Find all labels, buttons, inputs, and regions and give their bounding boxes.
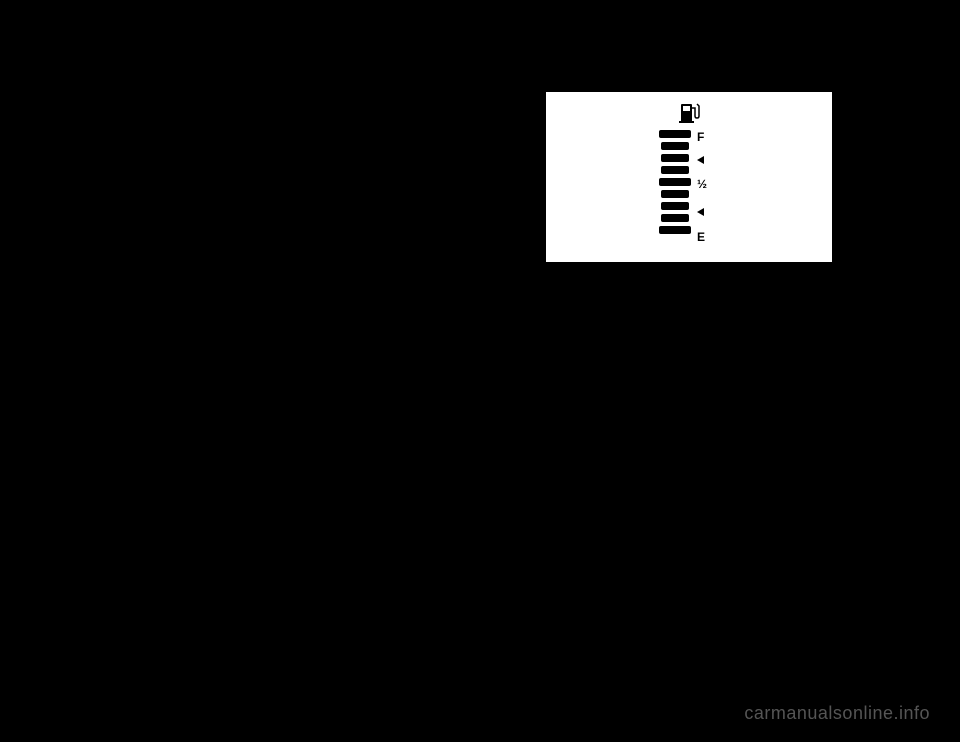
gauge-bar [659,130,691,138]
gauge-label-half: ½ [697,177,707,191]
gauge-bar [661,142,689,150]
fuel-gauge-inner: F ½ E [649,102,729,252]
gauge-bars-container [659,130,691,238]
gauge-bar [661,214,689,222]
gauge-label-full: F [697,130,704,144]
gauge-label-empty: E [697,230,705,244]
gauge-bar [661,154,689,162]
fuel-gauge-diagram: F ½ E [546,92,832,262]
gauge-bar [661,166,689,174]
page-container: F ½ E carmanualsonline.info [0,0,960,742]
gauge-marker-triangle [697,156,704,164]
fuel-pump-icon [677,102,701,124]
gauge-marker-triangle [697,208,704,216]
gauge-bar [659,226,691,234]
gauge-bar [661,202,689,210]
gauge-bar [661,190,689,198]
watermark-text: carmanualsonline.info [744,703,930,724]
gauge-bar [659,178,691,186]
